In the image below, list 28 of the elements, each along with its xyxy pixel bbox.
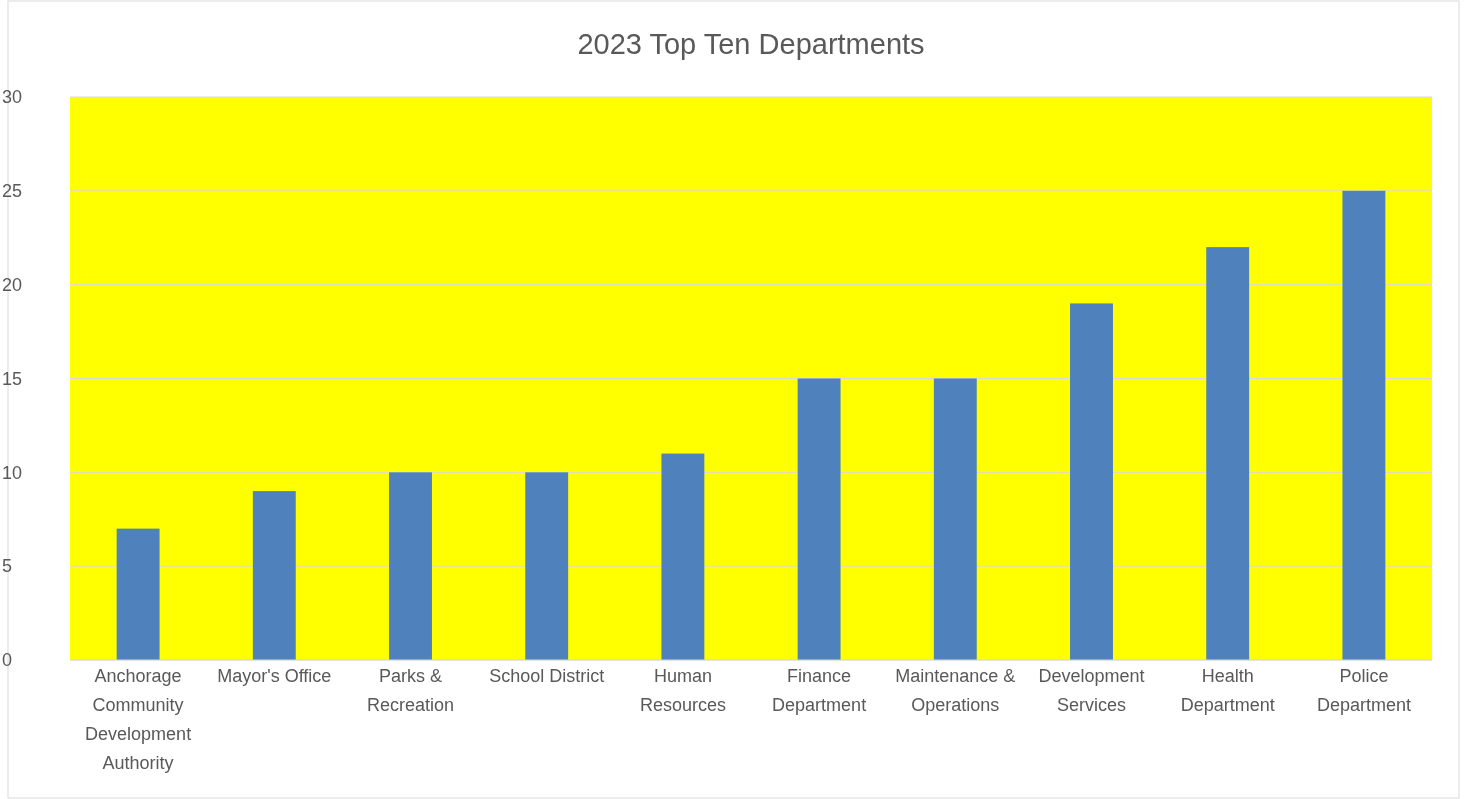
bar bbox=[1206, 247, 1250, 660]
bar bbox=[116, 528, 160, 660]
x-tick-label: Mayor's Office bbox=[217, 666, 332, 686]
bar bbox=[933, 378, 977, 660]
x-tick-label: Parks & Recreation bbox=[366, 666, 455, 715]
y-tick-label: 25 bbox=[2, 181, 23, 202]
y-tick-label: 20 bbox=[2, 274, 23, 295]
x-tick-label: Health Department bbox=[1180, 666, 1275, 715]
y-tick-label: 0 bbox=[2, 650, 13, 671]
bar bbox=[1342, 190, 1386, 660]
x-tick-label: Development Services bbox=[1038, 666, 1145, 715]
bar bbox=[525, 472, 569, 660]
bar bbox=[661, 453, 705, 660]
bar bbox=[1070, 303, 1113, 660]
x-tick-label: Finance Department bbox=[772, 666, 867, 715]
x-tick-label: Anchorage Community Development Authority bbox=[85, 666, 192, 773]
y-tick-label: 5 bbox=[2, 556, 13, 577]
x-tick-label: Human Resources bbox=[639, 666, 726, 715]
bar bbox=[252, 491, 296, 660]
x-tick-label: School District bbox=[489, 666, 605, 686]
chart-title: 2023 Top Ten Departments bbox=[577, 28, 925, 60]
y-tick-label: 10 bbox=[2, 462, 23, 483]
bar bbox=[389, 472, 432, 660]
y-tick-label: 30 bbox=[2, 87, 23, 108]
bar bbox=[797, 378, 841, 660]
x-tick-label: Maintenance & Operations bbox=[895, 666, 1016, 715]
x-tick-label: Police Department bbox=[1316, 666, 1411, 715]
y-tick-label: 15 bbox=[2, 368, 23, 389]
